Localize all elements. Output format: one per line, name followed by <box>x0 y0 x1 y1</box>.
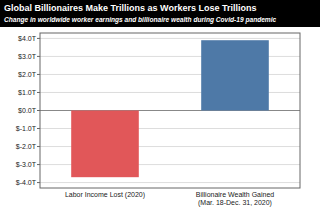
category-label: Labor Income Lost (2020) <box>65 191 145 199</box>
tick-label: $3.0T <box>18 53 37 60</box>
title: Global Billionaires Make Trillions as Wo… <box>4 3 256 13</box>
header-bar <box>0 0 320 27</box>
bar <box>201 40 269 110</box>
grid-line <box>40 38 300 39</box>
tick-label: $0.0T <box>18 107 37 114</box>
plot-frame <box>40 33 300 188</box>
tick-label: $-4.0T <box>16 179 37 186</box>
tick-label: $4.0T <box>18 35 37 42</box>
bar <box>71 111 139 178</box>
subtitle: Change in worldwide worker earnings and … <box>4 16 277 24</box>
tick-label: $2.0T <box>18 71 37 78</box>
tick-label: $-2.0T <box>16 143 37 150</box>
plot-area <box>40 33 300 188</box>
bars <box>71 40 269 177</box>
tick-label: $1.0T <box>18 89 37 96</box>
tick-label: $-3.0T <box>16 161 37 168</box>
tick-label: $-1.0T <box>16 125 37 132</box>
category-label-line: (Mar. 18-Dec. 31, 2020) <box>198 199 272 207</box>
grid-line <box>40 182 300 183</box>
chart-container: $4.0T $3.0T $2.0T $1.0T $0.0T $-1.0T $-2.0T $-3… <box>0 0 320 214</box>
category-label: Billionaire Wealth Gained(Mar. 18-Dec. 3… <box>196 191 275 207</box>
category-label-line: Labor Income Lost (2020) <box>65 191 145 199</box>
category-label-line: Billionaire Wealth Gained <box>196 191 275 198</box>
chart-svg: $4.0T $3.0T $2.0T $1.0T $0.0T $-1.0T $-2.0T $-3… <box>0 0 320 214</box>
